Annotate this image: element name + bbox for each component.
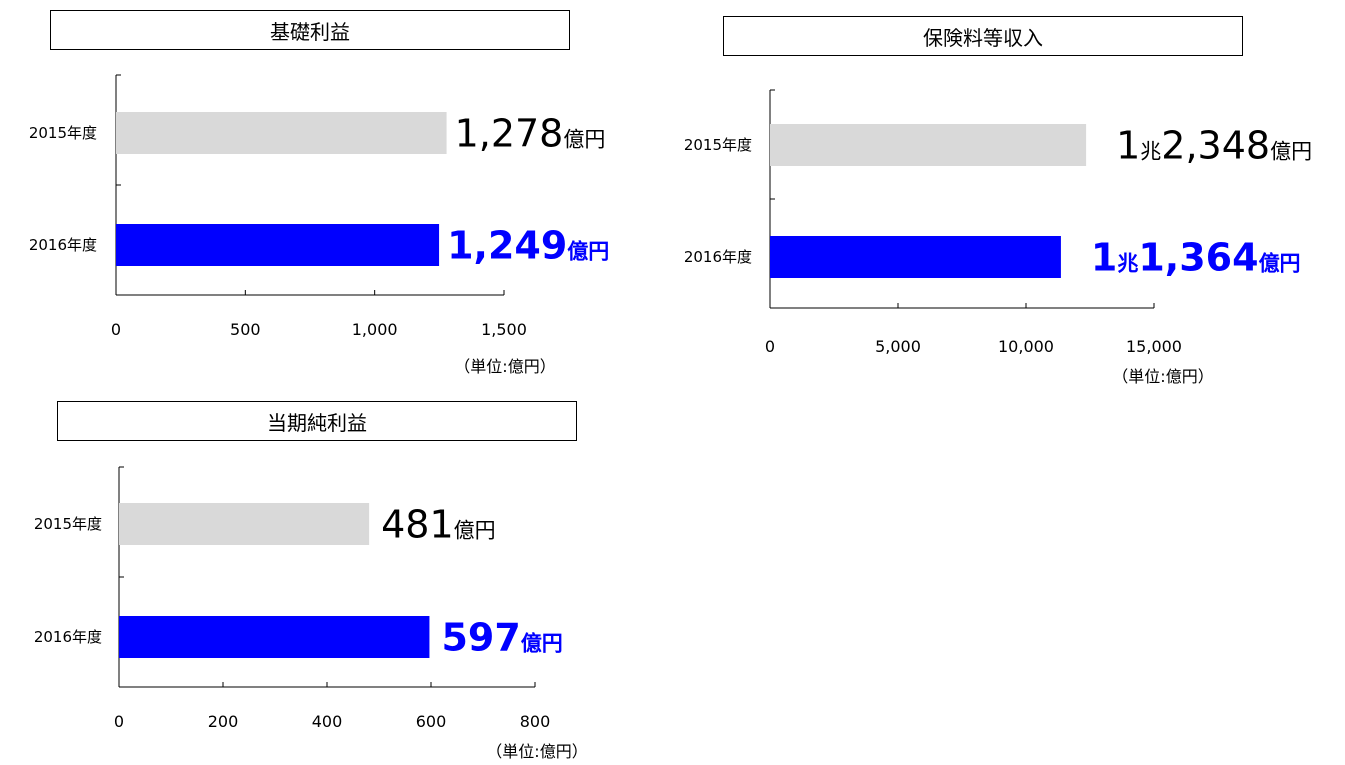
unit-label: （単位:億円） bbox=[1112, 367, 1213, 386]
data-label-part: 1,364 bbox=[1138, 236, 1258, 280]
chart-svg: 0 5,000 10,000 15,000（単位:億円）2015年度 1兆2,348億円… bbox=[684, 89, 1312, 386]
x-tick-label: 1,000 bbox=[352, 320, 398, 339]
data-label-part: 1,278 bbox=[455, 112, 564, 156]
bar bbox=[770, 236, 1061, 278]
data-label-part: 億円 bbox=[563, 128, 605, 152]
data-label: 1,249億円 bbox=[447, 224, 609, 268]
chart-title: 保険料等収入 bbox=[723, 16, 1243, 56]
x-tick-label: 0 bbox=[765, 337, 775, 356]
data-label: 597億円 bbox=[441, 616, 562, 660]
data-label-part: 1,249 bbox=[447, 224, 567, 268]
unit-label: （単位:億円） bbox=[454, 357, 555, 376]
data-label-part: 1 bbox=[1091, 236, 1117, 280]
chart-svg: 0 500 1,000 1,500（単位:億円）2015年度 1,278億円2016年度… bbox=[29, 74, 609, 376]
x-tick-label: 200 bbox=[208, 712, 239, 731]
category-label: 2015年度 bbox=[684, 136, 752, 154]
data-label-part: 兆 bbox=[1117, 252, 1138, 276]
x-tick-label: 0 bbox=[111, 320, 121, 339]
bar bbox=[119, 616, 430, 658]
bar bbox=[116, 224, 440, 266]
data-label: 1兆1,364億円 bbox=[1091, 236, 1301, 280]
category-label: 2015年度 bbox=[34, 515, 102, 533]
data-label-part: 億円 bbox=[454, 519, 496, 543]
data-label-part: 億円 bbox=[1270, 140, 1312, 164]
x-tick-label: 0 bbox=[114, 712, 124, 731]
data-label-part: 億円 bbox=[1259, 252, 1301, 276]
category-label: 2016年度 bbox=[34, 628, 102, 646]
chart-title: 基礎利益 bbox=[50, 10, 570, 50]
chart-panel-kiso: 基礎利益 0 500 1,000 1,500 （単位:億円） 2015年度 1,278億円 2… bbox=[0, 0, 660, 385]
chart-title: 当期純利益 bbox=[57, 401, 577, 441]
x-tick-label: 1,500 bbox=[481, 320, 527, 339]
data-label-part: 億円 bbox=[521, 632, 563, 656]
chart-panel-junrieki: 当期純利益 0 200 400 600 800 （単位:億円） 2015年度 481億円 201… bbox=[0, 0, 660, 765]
x-tick-label: 600 bbox=[416, 712, 447, 731]
x-tick-label: 500 bbox=[230, 320, 261, 339]
data-label-part: 2,348 bbox=[1161, 124, 1270, 168]
x-tick-label: 10,000 bbox=[998, 337, 1054, 356]
data-label-part: 1 bbox=[1116, 124, 1140, 168]
x-tick-label: 400 bbox=[312, 712, 343, 731]
category-label: 2016年度 bbox=[29, 236, 97, 254]
data-label-part: 億円 bbox=[567, 240, 609, 264]
data-label: 1兆2,348億円 bbox=[1116, 124, 1312, 168]
bar bbox=[770, 124, 1087, 166]
x-tick-label: 800 bbox=[520, 712, 551, 731]
category-label: 2016年度 bbox=[684, 248, 752, 266]
x-tick-label: 15,000 bbox=[1126, 337, 1182, 356]
data-label: 481億円 bbox=[381, 503, 496, 547]
data-label-part: 597 bbox=[441, 616, 520, 660]
chart-panel-hoken: 保険料等収入 0 5,000 10,000 15,000 （単位:億円） 2015年度 1兆… bbox=[684, 16, 1312, 386]
data-label-part: 481 bbox=[381, 503, 454, 547]
bar bbox=[116, 112, 447, 154]
category-label: 2015年度 bbox=[29, 124, 97, 142]
unit-label: （単位:億円） bbox=[486, 742, 587, 761]
data-label: 1,278億円 bbox=[455, 112, 606, 156]
x-tick-label: 5,000 bbox=[875, 337, 921, 356]
bar bbox=[119, 503, 370, 545]
data-label-part: 兆 bbox=[1140, 140, 1161, 164]
